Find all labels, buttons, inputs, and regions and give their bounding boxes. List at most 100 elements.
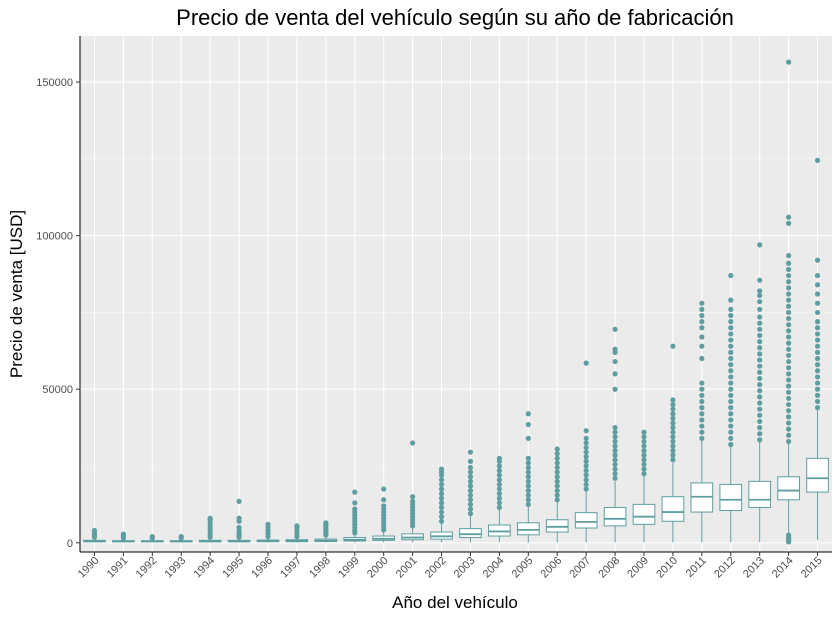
outlier-point: [236, 524, 242, 531]
outlier-point: [814, 392, 821, 398]
outlier-point: [786, 279, 792, 285]
outlier-point: [352, 506, 358, 512]
outlier-point: [641, 443, 647, 449]
outlier-point: [786, 389, 792, 395]
x-tick-label: 2015: [799, 555, 825, 581]
x-tick-label: 2004: [481, 555, 507, 581]
outlier-point: [554, 497, 560, 503]
outlier-point: [641, 434, 647, 440]
box-iqr: [719, 483, 743, 512]
outlier-point: [583, 486, 589, 492]
x-tick-label: 2005: [510, 555, 536, 581]
outlier-point: [786, 358, 792, 365]
outlier-point: [814, 282, 821, 288]
outlier-point: [757, 345, 763, 351]
outlier-point: [786, 365, 792, 371]
outlier-point: [757, 314, 763, 320]
outlier-point: [438, 466, 445, 472]
outlier-point: [641, 461, 647, 468]
outlier-point: [438, 504, 445, 511]
outlier-point: [670, 397, 676, 403]
outlier-point: [757, 369, 763, 375]
outlier-point: [786, 328, 792, 334]
grid-minor: [80, 158, 832, 467]
outlier-point: [467, 492, 474, 498]
outlier-point: [786, 432, 792, 438]
outlier-point: [757, 394, 763, 400]
outlier-point: [554, 483, 560, 489]
outlier-point: [814, 291, 821, 297]
outlier-point: [612, 326, 618, 332]
outlier-point: [814, 386, 821, 392]
outlier-point: [612, 466, 618, 472]
outlier-point: [757, 292, 763, 299]
outlier-point: [641, 466, 647, 472]
outlier-point: [786, 334, 792, 340]
outlier-point: [641, 448, 647, 454]
outlier-point: [612, 434, 618, 440]
box-2002: [430, 466, 453, 543]
box-iqr: [545, 519, 569, 533]
outlier-point: [699, 423, 705, 429]
outlier-point: [814, 309, 821, 316]
outlier-point: [757, 437, 763, 443]
outlier-point: [612, 346, 618, 352]
x-tick-label: 2001: [394, 555, 420, 581]
box-iqr: [632, 503, 656, 525]
outlier-point: [728, 312, 734, 319]
outlier-point: [757, 406, 763, 412]
x-tick-label: 1996: [249, 555, 275, 581]
outlier-point: [467, 469, 474, 475]
outlier-point: [381, 497, 387, 503]
outlier-point: [786, 214, 792, 220]
box-iqr: [806, 457, 829, 493]
outlier-point: [786, 377, 792, 383]
box-2013: [748, 242, 772, 543]
outlier-point: [728, 386, 734, 392]
outlier-point: [410, 498, 416, 504]
box-2000: [372, 486, 396, 543]
outlier-point: [786, 420, 792, 426]
x-tick-label: 2007: [567, 555, 593, 581]
outlier-point: [786, 220, 792, 226]
outlier-point: [728, 423, 734, 429]
outlier-point: [467, 478, 474, 484]
outlier-point: [757, 277, 763, 283]
outlier-point: [583, 463, 589, 469]
outlier-point: [699, 334, 705, 340]
outlier-point: [786, 408, 792, 414]
outlier-point: [467, 487, 474, 494]
outlier-point: [670, 411, 676, 417]
outlier-point: [728, 417, 734, 423]
outlier-point: [786, 272, 792, 279]
outlier-point: [496, 481, 502, 488]
outlier-point: [757, 306, 763, 312]
outlier-point: [583, 454, 589, 460]
outlier-point: [496, 468, 502, 474]
outlier-point: [757, 400, 763, 406]
box-1996: [256, 521, 280, 543]
y-axis-ticks: 0 50000 100000 150000: [36, 77, 80, 550]
outlier-point: [814, 337, 821, 343]
outlier-point: [583, 435, 589, 441]
x-tick-label: 2013: [741, 555, 767, 581]
box-1990: [83, 527, 106, 543]
outlier-point: [612, 452, 618, 458]
outlier-point: [728, 429, 734, 435]
outlier-point: [207, 515, 213, 521]
outlier-point: [265, 521, 271, 527]
outlier-point: [496, 455, 502, 461]
outlier-point: [699, 325, 705, 331]
box-1992: [140, 534, 164, 543]
outlier-point: [699, 429, 705, 435]
outlier-point: [728, 380, 734, 386]
outlier-point: [814, 331, 821, 337]
outlier-point: [554, 451, 560, 457]
outlier-point: [612, 457, 618, 463]
box-2008: [603, 326, 627, 543]
outlier-point: [814, 398, 821, 405]
y-tick-label: 150000: [36, 77, 73, 89]
outlier-point: [699, 417, 705, 423]
outlier-point: [525, 411, 531, 417]
